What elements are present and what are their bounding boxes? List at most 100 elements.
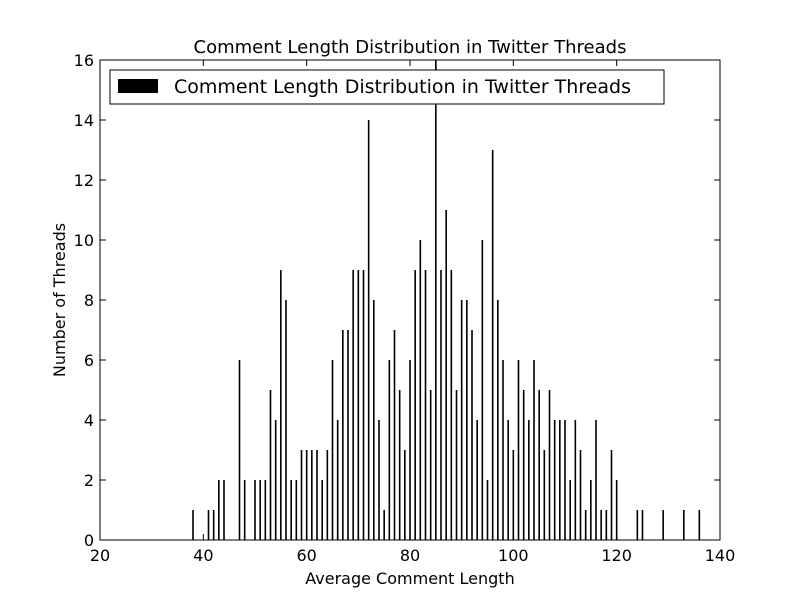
bar [615, 480, 618, 540]
bar [347, 330, 349, 540]
bar [595, 420, 597, 540]
x-tick-label: 80 [400, 546, 420, 565]
bar [218, 480, 220, 540]
bar [264, 480, 267, 540]
y-tick-label: 4 [84, 411, 94, 430]
bar [316, 450, 318, 540]
bar [471, 330, 473, 540]
bar [331, 360, 334, 540]
bar [460, 300, 463, 540]
bar [404, 450, 406, 540]
bar [440, 270, 442, 540]
bar [419, 240, 422, 540]
bar [590, 480, 592, 540]
x-tick-label: 120 [601, 546, 632, 565]
y-tick-label: 8 [84, 291, 94, 310]
y-tick-label: 10 [74, 231, 94, 250]
bar [259, 480, 261, 540]
bar [223, 480, 225, 540]
bar [373, 300, 375, 540]
bar [342, 330, 344, 540]
bar [254, 480, 256, 540]
y-tick-label: 2 [84, 471, 94, 490]
bar [352, 270, 354, 540]
bar [636, 510, 639, 540]
legend-swatch [118, 79, 158, 93]
y-tick-label: 6 [84, 351, 94, 370]
bar [321, 480, 323, 540]
bar [610, 450, 613, 540]
bar [398, 390, 401, 540]
bar [336, 420, 339, 540]
bar [538, 390, 540, 540]
x-tick-label: 140 [705, 546, 736, 565]
y-axis-label: Number of Threads [50, 223, 69, 377]
bar [414, 270, 416, 540]
bar [502, 360, 504, 540]
bar [192, 510, 194, 540]
bar [600, 510, 602, 540]
bar [409, 360, 411, 540]
bar [517, 360, 520, 540]
bar [285, 300, 287, 540]
bar [497, 300, 499, 540]
legend: Comment Length Distribution in Twitter T… [109, 69, 665, 105]
bar [569, 480, 571, 540]
bar [698, 510, 701, 540]
bar [295, 480, 298, 540]
bar [280, 270, 282, 540]
bar [388, 360, 391, 540]
bar [466, 300, 468, 540]
bar [269, 390, 272, 540]
y-tick-label: 12 [74, 171, 94, 190]
x-tick-label: 20 [90, 546, 110, 565]
y-tick-label: 14 [74, 111, 94, 130]
bar [553, 420, 556, 540]
bar [579, 450, 582, 540]
y-axis: 0 2 4 6 8 10 12 14 16 [74, 51, 720, 550]
bar [424, 270, 427, 540]
bars-group [192, 60, 701, 540]
bar [311, 450, 313, 540]
bar [548, 390, 551, 540]
legend-label: Comment Length Distribution in Twitter T… [174, 76, 631, 98]
bar [435, 60, 437, 540]
bar [207, 510, 210, 540]
legend-box [109, 69, 665, 105]
bar [564, 420, 566, 540]
bar [543, 450, 546, 540]
bar [212, 510, 215, 540]
bar [393, 330, 396, 540]
bar [450, 270, 453, 540]
bar [300, 450, 303, 540]
x-tick-label: 40 [193, 546, 213, 565]
x-axis-label: Average Comment Length [305, 569, 514, 588]
bar [641, 510, 644, 540]
bar [455, 390, 458, 540]
bar [533, 360, 535, 540]
bar [362, 270, 365, 540]
bar [243, 480, 246, 540]
bar [357, 270, 360, 540]
bar [429, 390, 432, 540]
x-tick-label: 100 [498, 546, 529, 565]
bar [367, 120, 370, 540]
bar [683, 510, 685, 540]
bar [605, 510, 608, 540]
bar [305, 450, 308, 540]
x-tick-label: 60 [296, 546, 316, 565]
bar [584, 510, 587, 540]
bar [512, 450, 515, 540]
bar [559, 420, 561, 540]
bar [491, 150, 494, 540]
bar [486, 480, 489, 540]
y-tick-label: 0 [84, 531, 94, 550]
bar [476, 420, 478, 540]
bar [274, 420, 277, 540]
bar [445, 210, 447, 540]
bar [378, 420, 380, 540]
chart-title: Comment Length Distribution in Twitter T… [194, 37, 627, 58]
bar [238, 360, 241, 540]
bar [326, 450, 329, 540]
